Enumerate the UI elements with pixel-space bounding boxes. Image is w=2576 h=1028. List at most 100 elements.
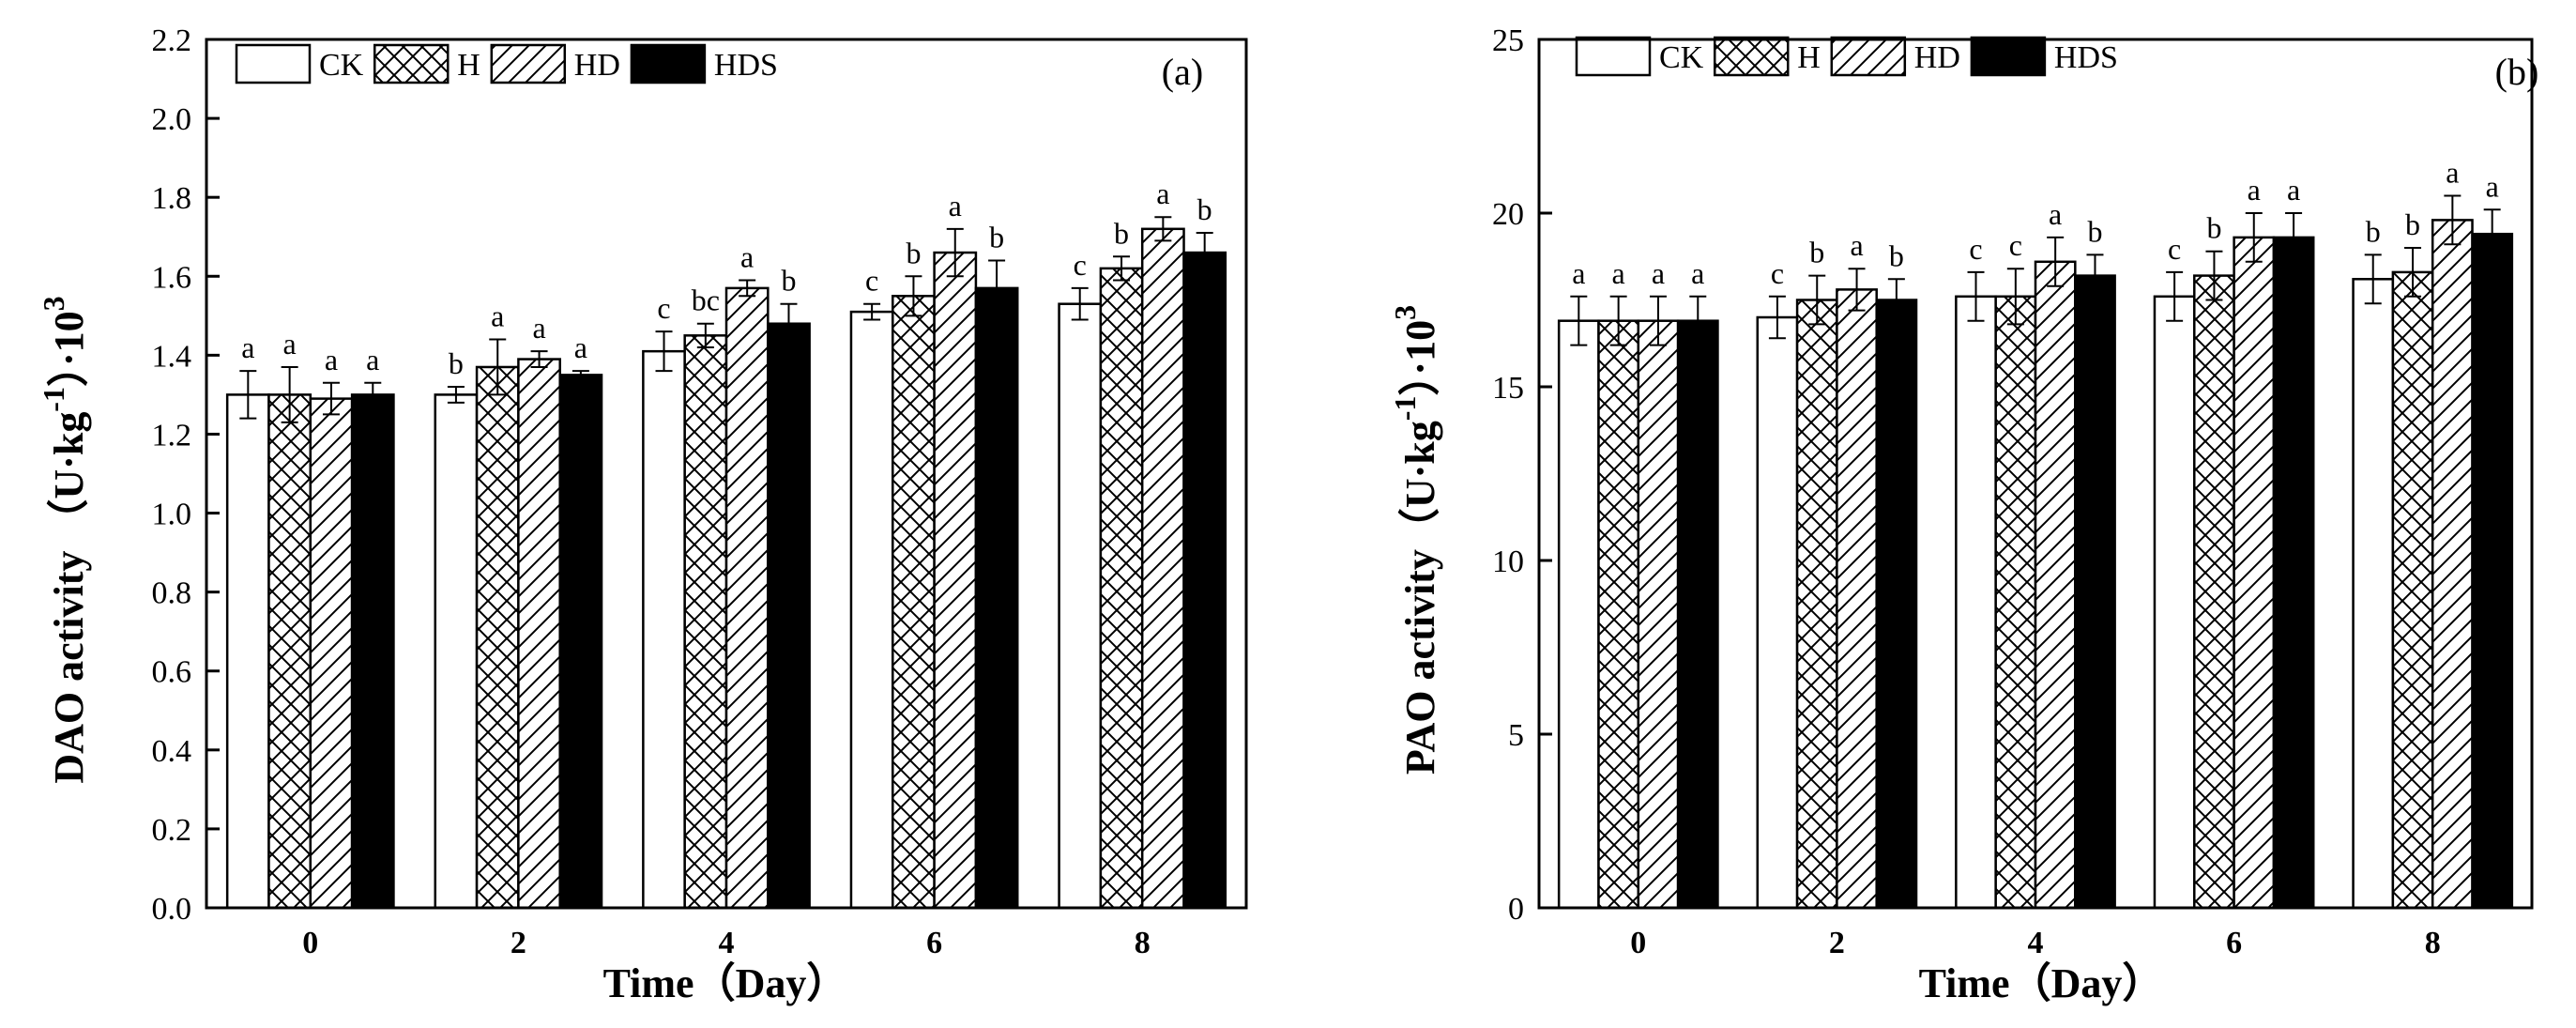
bar-ck [1756, 315, 1799, 910]
significance-label: a [1612, 256, 1625, 290]
significance-label: a [740, 239, 754, 273]
significance-label: a [574, 330, 587, 364]
bar-hds [1182, 251, 1227, 910]
y-tick-label: 1.6 [152, 260, 192, 295]
bar-h [1099, 267, 1144, 910]
plot-frame [205, 38, 1248, 910]
significance-label: a [2446, 156, 2459, 190]
bar-hd [517, 358, 561, 910]
significance-label: a [366, 343, 379, 376]
bar-hds [2471, 232, 2514, 910]
y-axis-title: PAO activity（U·kg-1）·103 [1388, 305, 1443, 775]
significance-label: c [2168, 232, 2181, 266]
bar-hds [350, 393, 395, 910]
y-tick-label: 25 [1492, 23, 1524, 58]
legend-label: HD [574, 48, 620, 83]
significance-label: c [657, 291, 670, 325]
legend-label: H [1797, 40, 1821, 75]
significance-label: b [1114, 216, 1129, 250]
x-axis-title: Time（Day） [603, 960, 848, 1006]
panel-a: DAO activity （U·kg-1）·103 Time（Day） (a) … [37, 23, 1248, 1006]
legend-label: HDS [2054, 40, 2118, 75]
legend-swatch-ck [235, 43, 312, 84]
significance-label: b [449, 346, 464, 380]
bar-hds [1875, 299, 1918, 910]
y-tick-label: 20 [1492, 197, 1524, 232]
legend-label: CK [1659, 40, 1704, 75]
bar-hd [2431, 219, 2474, 910]
legend-label: H [457, 48, 480, 83]
significance-label: a [1156, 176, 1169, 210]
y-tick-label: 2.2 [152, 23, 192, 58]
significance-label: b [2405, 207, 2420, 241]
bar-hd [1836, 288, 1878, 910]
bar-hd [724, 286, 770, 910]
bar-h [1994, 295, 2037, 910]
bar-ck [1557, 319, 1600, 910]
bar-hd [2034, 260, 2077, 910]
significance-label: a [491, 299, 504, 333]
legend-label: HD [1914, 40, 1960, 75]
bar-ck [2352, 278, 2395, 910]
significance-label: bc [692, 284, 720, 317]
y-tick-label: 0.2 [152, 813, 192, 848]
x-tick-label: 2 [1829, 926, 1845, 960]
y-axis: 0.0 0.2 0.4 0.6 0.8 1.0 1.2 1.4 1.6 1.8 2.0 2.2 [152, 23, 220, 927]
significance-label: a [1850, 228, 1863, 262]
legend-swatch-ck [1575, 36, 1652, 77]
significance-label: a [1691, 256, 1704, 290]
significance-label: b [906, 236, 921, 269]
significance-label: a [2049, 197, 2062, 231]
y-tick-label: 15 [1492, 371, 1524, 406]
bar-ck [642, 349, 686, 910]
bar-ck [434, 393, 479, 910]
significance-label: b [2087, 214, 2102, 248]
x-tick-label: 4 [2028, 926, 2044, 960]
bar-h [267, 393, 312, 910]
bar-hds [558, 374, 603, 910]
x-tick-label: 6 [2226, 926, 2242, 960]
y-tick-label: 10 [1492, 545, 1524, 579]
bar-hds [2074, 274, 2116, 910]
bar-ck [225, 393, 270, 910]
y-axis-title: DAO activity （U·kg-1）·103 [37, 296, 92, 783]
y-tick-label: 1.4 [152, 339, 192, 374]
bar-h [1597, 319, 1640, 910]
significance-label: b [2366, 214, 2381, 248]
legend: CK H HD HDS [1575, 36, 2118, 77]
significance-label: c [1969, 232, 1982, 266]
significance-label: b [1197, 192, 1212, 226]
panel-b: PAO activity（U·kg-1）·103 Time（Day） (b) C… [1388, 23, 2538, 1006]
significance-label: a [949, 189, 962, 222]
significance-label: a [2248, 173, 2261, 207]
bar-hds [2272, 236, 2315, 910]
bar-h [892, 295, 936, 910]
bar-hds [1676, 319, 1719, 910]
legend-swatch-hd [490, 43, 567, 84]
x-tick-label: 0 [1630, 926, 1646, 960]
y-tick-label: 0.4 [152, 734, 192, 769]
bar-h [475, 365, 520, 910]
x-tick-label: 2 [511, 926, 526, 960]
significance-label: c [2009, 228, 2022, 262]
significance-label: b [989, 220, 1004, 253]
x-tick-label: 8 [1135, 926, 1151, 960]
bar-hd [1637, 319, 1680, 910]
bar-ck [849, 310, 894, 910]
bar-h [2193, 274, 2235, 910]
bar-hd [2233, 236, 2276, 910]
y-tick-label: 2.0 [152, 102, 192, 137]
panel-label: (a) [1162, 51, 1203, 93]
bar-hd [1140, 227, 1185, 910]
x-axis: 0 2 4 6 8 [1630, 895, 2441, 960]
bar-h [2391, 270, 2434, 910]
significance-label: a [2486, 169, 2499, 203]
bar-h [683, 334, 728, 910]
legend-swatch-hd [1830, 36, 1907, 77]
significance-label: b [1809, 236, 1824, 269]
y-tick-label: 0.0 [152, 892, 192, 927]
significance-label: a [2287, 173, 2300, 207]
significance-label: a [1572, 256, 1585, 290]
bar-hds [767, 322, 811, 910]
